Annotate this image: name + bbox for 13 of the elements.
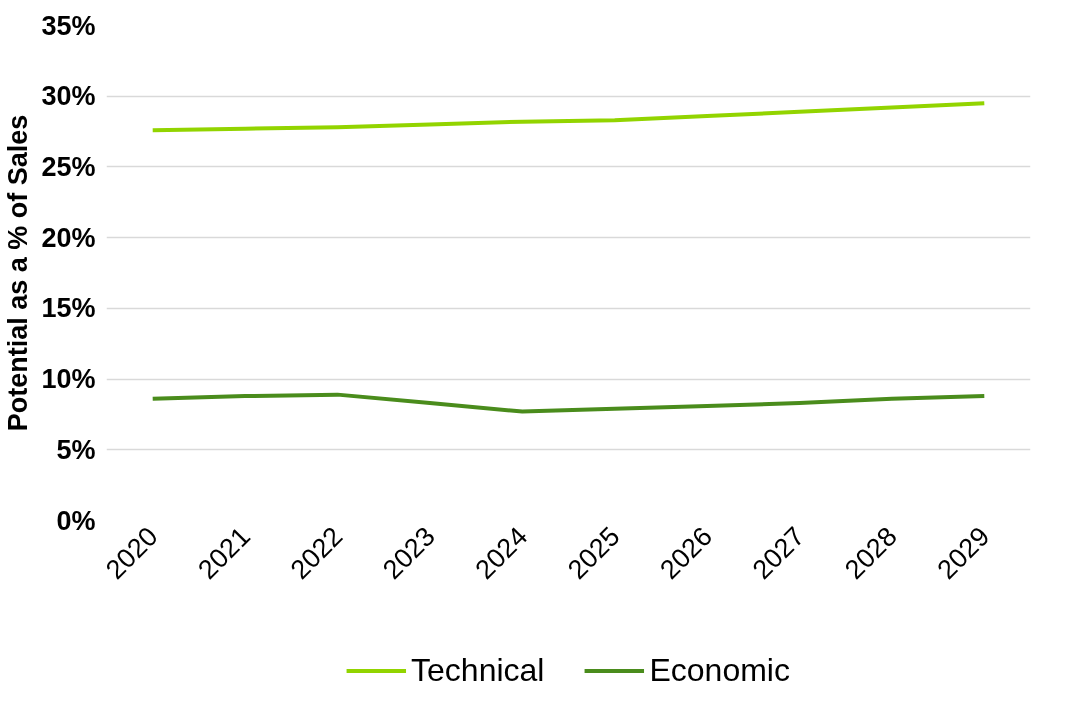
y-tick-label: 20% xyxy=(41,222,96,253)
y-tick-label: 25% xyxy=(41,151,96,182)
line-series xyxy=(150,101,987,133)
y-tick-label: 5% xyxy=(56,434,96,465)
y-axis-title: Potential as a % of Sales xyxy=(3,114,34,432)
line-series xyxy=(150,392,987,414)
y-tick-label: 0% xyxy=(56,505,96,536)
legend-label: Economic xyxy=(649,651,790,689)
y-tick-label: 10% xyxy=(41,364,96,395)
y-tick-label: 30% xyxy=(41,81,96,112)
y-tick-label: 15% xyxy=(41,293,96,324)
y-tick-label: 35% xyxy=(41,10,96,41)
legend-label: Technical xyxy=(411,651,545,689)
